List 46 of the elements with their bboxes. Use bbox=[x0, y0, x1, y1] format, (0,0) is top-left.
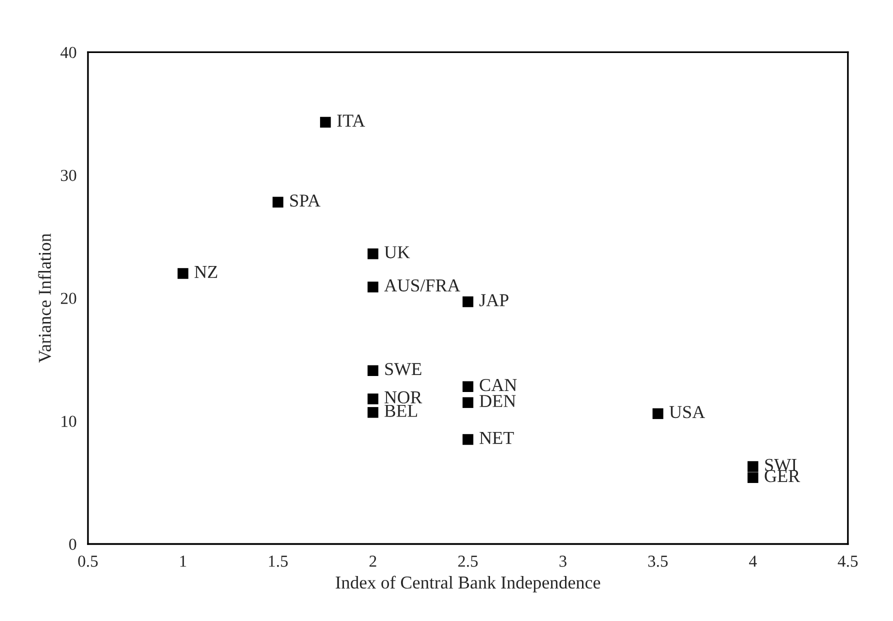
annotation: DEN bbox=[480, 395, 516, 407]
point bbox=[368, 282, 378, 292]
y-tick-label: 10 bbox=[62, 416, 76, 427]
x-tick-label: 2.5 bbox=[458, 556, 478, 567]
annotation: CAN bbox=[480, 378, 517, 392]
x-tick-label: 4 bbox=[749, 556, 757, 567]
annotation: USA bbox=[669, 406, 706, 418]
point bbox=[462, 381, 474, 392]
annotation: AUS/FRA bbox=[384, 279, 460, 292]
x-tick-label: 1.5 bbox=[268, 556, 288, 567]
annotation: JAP bbox=[479, 294, 508, 306]
annotation: BEL bbox=[384, 404, 418, 417]
x-tick-label: 4.5 bbox=[838, 556, 858, 567]
point bbox=[748, 472, 758, 483]
annotation: SWE bbox=[385, 363, 422, 376]
annotation: ITA bbox=[337, 114, 366, 127]
x-axis-title: Index of Central Bank Independence bbox=[336, 576, 600, 592]
point bbox=[368, 248, 378, 260]
y-tick-label: 20 bbox=[60, 292, 76, 304]
point bbox=[178, 268, 188, 279]
point bbox=[462, 296, 474, 308]
annotation: NZ bbox=[194, 266, 218, 278]
y-axis-title: Variance Inflation bbox=[38, 233, 52, 363]
x-tick-label: 2 bbox=[370, 556, 376, 567]
y-tick-label: 0 bbox=[69, 538, 76, 550]
y-tick-label: 40 bbox=[60, 46, 76, 58]
x-tick-label: 3 bbox=[560, 556, 566, 567]
x-tick-label: 1 bbox=[180, 556, 186, 567]
annotation: GER bbox=[764, 470, 800, 482]
annotation: NET bbox=[480, 432, 514, 444]
point bbox=[368, 394, 378, 404]
point bbox=[462, 397, 474, 408]
x-tick-label: 3.5 bbox=[648, 556, 668, 567]
x-tick-label: 0.5 bbox=[78, 556, 98, 567]
point bbox=[320, 116, 331, 128]
point bbox=[368, 365, 378, 376]
annotation: UK bbox=[384, 246, 410, 258]
annotation: NOR bbox=[384, 391, 422, 404]
annotation: SPA bbox=[290, 194, 320, 207]
annotation: SWI bbox=[765, 458, 796, 472]
point bbox=[368, 407, 378, 418]
point bbox=[748, 461, 758, 472]
point bbox=[272, 196, 284, 208]
point bbox=[462, 434, 474, 445]
point bbox=[652, 408, 664, 420]
y-tick-label: 30 bbox=[60, 170, 76, 182]
